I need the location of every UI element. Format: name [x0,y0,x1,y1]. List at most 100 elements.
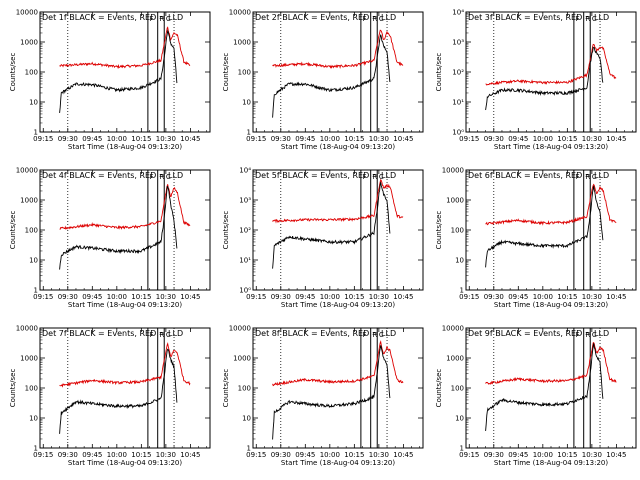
events-series-line [485,46,604,111]
x-tick-label: 10:30 [369,135,389,143]
marker-label-f: F [576,15,580,23]
marker-label-c: C [166,15,171,23]
x-tick-label: 09:30 [484,451,504,459]
marker-label-f: F [576,331,580,339]
marker-label-r: R [372,331,377,339]
panel-title: Det 6f BLACK = Events, RED = LLD [468,171,609,180]
marker-label-f: F [363,173,367,181]
x-tick-label: 10:00 [107,451,127,459]
plot-frame [465,327,637,449]
y-tick-label: 1000 [233,355,251,363]
x-tick-label: 09:15 [246,451,266,459]
y-tick-label: 10 [242,415,251,423]
marker-label-f: F [150,173,154,181]
x-tick-label: 10:30 [582,451,602,459]
x-tick-label: 10:45 [180,451,200,459]
panel-title: Det 3f BLACK = Events, RED = LLD [468,13,609,22]
y-tick-label: 1 [34,129,38,137]
x-tick-label: 10:15 [344,451,364,459]
x-tick-label: 10:30 [156,135,176,143]
lld-series-line [485,43,617,86]
x-tick-label: 09:30 [58,293,78,301]
x-tick-label: 10:00 [107,293,127,301]
panel-title: Det 1f BLACK = Events, RED = LLD [42,13,183,22]
y-tick-label: 10000 [16,325,38,333]
x-tick-label: 10:45 [393,293,413,301]
x-tick-label: 10:45 [606,135,626,143]
lld-series-line [272,178,404,224]
x-tick-label: 09:45 [82,451,102,459]
y-axis-label: Counts/sec [435,369,443,408]
x-tick-label: 09:15 [33,293,53,301]
x-tick-label: 09:15 [459,135,479,143]
x-tick-label: 09:15 [459,293,479,301]
y-tick-label: 10¹ [452,99,464,107]
x-tick-label: 09:15 [33,451,53,459]
x-tick-label: 09:45 [508,135,528,143]
x-axis-label: Start Time (18-Aug-04 09:13:20) [494,301,608,309]
x-tick-label: 09:45 [295,135,315,143]
x-tick-label: 10:30 [156,293,176,301]
events-series-line [59,29,178,113]
x-tick-label: 09:30 [271,293,291,301]
y-axis-label: Counts/sec [222,211,230,250]
x-tick-label: 10:00 [320,451,340,459]
y-tick-label: 10¹ [239,257,251,265]
x-tick-label: 10:45 [606,451,626,459]
panel-title: Det 7f BLACK = Events, RED = LLD [42,329,183,338]
x-tick-label: 10:15 [557,135,577,143]
x-tick-label: 10:15 [557,451,577,459]
x-tick-label: 10:30 [369,451,389,459]
marker-label-f: F [150,15,154,23]
x-axis-label: Start Time (18-Aug-04 09:13:20) [68,459,182,467]
x-tick-label: 10:45 [180,135,200,143]
x-tick-label: 10:00 [533,135,553,143]
events-series-line [59,348,178,434]
marker-label-c: C [592,15,597,23]
marker-label-f: F [363,331,367,339]
marker-label-c: C [379,173,384,181]
x-tick-label: 09:30 [271,451,291,459]
y-tick-label: 100 [25,385,38,393]
x-tick-label: 10:45 [180,293,200,301]
x-tick-label: 10:30 [582,293,602,301]
x-tick-label: 10:15 [131,135,151,143]
x-tick-label: 09:30 [484,135,504,143]
x-tick-label: 09:45 [82,135,102,143]
x-tick-label: 10:00 [533,293,553,301]
x-tick-label: 09:45 [295,451,315,459]
x-tick-label: 09:30 [58,135,78,143]
y-tick-label: 10000 [442,325,464,333]
marker-label-c: C [592,173,597,181]
y-tick-label: 10⁴ [452,9,464,17]
x-tick-label: 10:45 [606,293,626,301]
events-series-line [272,345,391,440]
plot-frame [465,169,637,291]
x-tick-label: 10:45 [393,451,413,459]
marker-label-r: R [585,331,590,339]
panel-title: Det 8f BLACK = Events, RED = LLD [255,329,396,338]
marker-label-r: R [585,173,590,181]
y-axis-label: Counts/sec [435,211,443,250]
y-axis-label: Counts/sec [435,53,443,92]
x-tick-label: 10:15 [131,451,151,459]
y-tick-label: 100 [238,385,251,393]
panel-7: Det 7f BLACK = Events, RED = LLD 09:15 09:… [9,325,211,467]
y-tick-label: 1000 [20,39,38,47]
y-axis-label: Counts/sec [9,211,17,250]
lld-series-line [485,342,617,385]
x-tick-label: 10:30 [156,451,176,459]
x-axis-label: Start Time (18-Aug-04 09:13:20) [494,459,608,467]
panel-3: Det 3f BLACK = Events, RED = LLD 09:15 09:… [435,9,637,151]
events-series-line [59,185,178,270]
marker-label-f: F [576,173,580,181]
x-axis-label: Start Time (18-Aug-04 09:13:20) [281,459,395,467]
x-tick-label: 09:45 [508,293,528,301]
marker-label-f: F [150,331,154,339]
y-tick-label: 10 [29,257,38,265]
marker-label-c: C [166,173,171,181]
x-tick-label: 10:15 [131,293,151,301]
y-tick-label: 10000 [16,9,38,17]
x-tick-label: 10:15 [557,293,577,301]
y-tick-label: 1 [34,287,38,295]
